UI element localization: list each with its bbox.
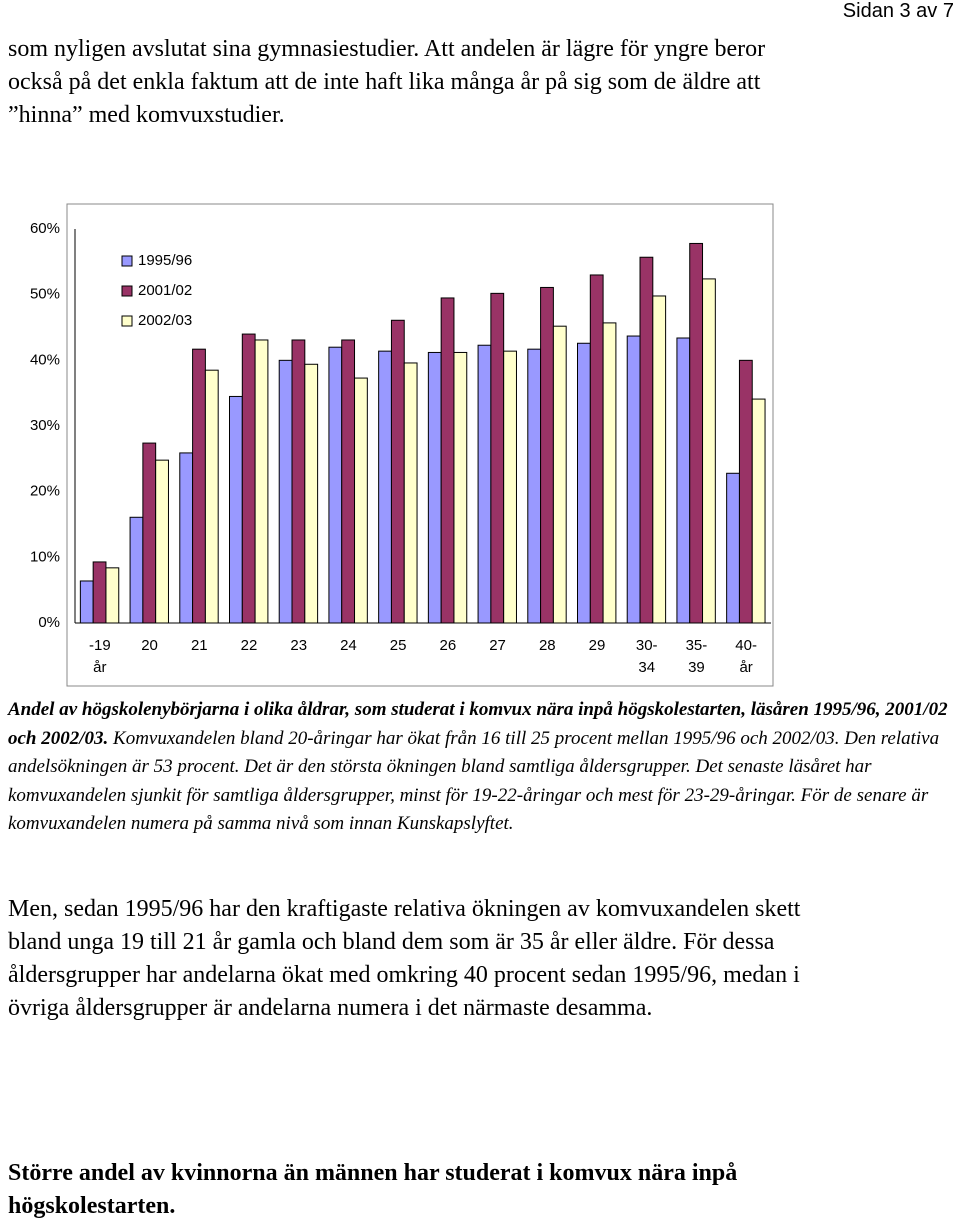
caption: Andel av högskolenybörjarna i olika åldr…	[8, 696, 953, 839]
intro-line: ”hinna” med komvuxstudier.	[8, 102, 285, 128]
bar	[304, 363, 319, 624]
y-tick-label: 30%	[30, 417, 60, 434]
y-tick-label: 50%	[30, 286, 60, 303]
bar	[738, 359, 753, 624]
bar	[204, 369, 219, 624]
x-tick-label: 20	[141, 637, 158, 654]
x-tick-label: 27	[489, 637, 506, 654]
x-tick-label: 35-	[686, 637, 708, 654]
bar	[453, 351, 468, 624]
bar	[602, 322, 617, 624]
x-tick-label: -19	[89, 637, 111, 654]
x-tick-label: 40-	[735, 637, 757, 654]
legend-swatch	[121, 285, 133, 297]
bar	[552, 325, 567, 624]
chart-frame	[66, 203, 774, 687]
bar	[390, 319, 405, 624]
bar	[440, 297, 455, 624]
heading-line: Större andel av kvinnorna än männen har …	[8, 1160, 738, 1186]
body-line: Men, sedan 1995/96 har den kraftigaste r…	[8, 896, 801, 922]
bar	[577, 342, 591, 624]
caption-bold: Andel av högskolenybörjarna i olika åldr…	[8, 699, 948, 749]
bar	[726, 472, 740, 624]
y-tick-label: 20%	[30, 483, 60, 500]
x-tick-label: 21	[191, 637, 208, 654]
body-line: övriga åldersgrupper är andelarna numera…	[8, 995, 653, 1021]
bar	[676, 337, 691, 624]
y-tick-label: 0%	[38, 614, 60, 631]
bar	[142, 442, 157, 624]
bar	[639, 256, 654, 624]
x-tick-label: 28	[539, 637, 556, 654]
body-line: bland unga 19 till 21 år gamla och bland…	[8, 929, 775, 955]
legend-label: 2002/03	[138, 312, 192, 329]
bar	[229, 395, 243, 624]
x-tick-label: 22	[241, 637, 258, 654]
y-tick-label: 10%	[30, 548, 60, 565]
x-tick-label: 30-	[636, 637, 658, 654]
bar	[328, 346, 343, 624]
x-tick-label: år	[93, 659, 106, 676]
bar	[254, 339, 269, 624]
bar	[589, 274, 604, 624]
x-tick-label: 39	[688, 659, 705, 676]
bar	[527, 348, 542, 624]
x-tick-label: 23	[290, 637, 307, 654]
bar	[702, 278, 716, 624]
page-number: Sidan 3 av 7	[842, 0, 954, 22]
bar	[689, 242, 704, 624]
bar	[477, 344, 492, 624]
y-tick-label: 40%	[30, 351, 60, 368]
bar	[192, 348, 206, 624]
bar	[626, 335, 641, 624]
x-tick-label: 26	[440, 637, 457, 654]
bar	[540, 286, 554, 624]
heading-line: högskolestarten.	[8, 1193, 176, 1219]
bar	[79, 580, 94, 624]
bar	[378, 350, 392, 624]
body-line: åldersgrupper har andelarna ökat med omk…	[8, 962, 800, 988]
bar	[105, 567, 120, 624]
bar	[403, 362, 418, 624]
bar	[278, 359, 293, 624]
legend-label: 2001/02	[138, 282, 192, 299]
y-tick-label: 60%	[30, 220, 60, 237]
bar	[241, 333, 256, 624]
bar	[751, 398, 766, 624]
bar	[503, 350, 517, 624]
x-tick-label: 29	[589, 637, 606, 654]
bar	[652, 295, 667, 624]
bar	[92, 561, 107, 624]
bar	[155, 459, 169, 624]
legend-label: 1995/96	[138, 252, 192, 269]
x-tick-label: år	[739, 659, 752, 676]
x-tick-label: 34	[638, 659, 655, 676]
x-tick-label: 24	[340, 637, 357, 654]
x-tick-label: 25	[390, 637, 407, 654]
bar	[341, 339, 356, 624]
bar	[129, 516, 144, 624]
bar	[179, 452, 194, 624]
intro-line: också på det enkla faktum att de inte ha…	[8, 69, 761, 95]
caption-text: Komvuxandelen bland 20-åringar har ökat …	[8, 727, 940, 835]
bar	[490, 292, 505, 624]
legend-swatch	[121, 255, 133, 267]
intro-line: som nyligen avslutat sina gymnasiestudie…	[8, 36, 766, 62]
chart: 0% 10% 20% 30% 40% 50% 60% -19 år 20 21 22 23 24 25 26 2…	[30, 203, 774, 687]
bar	[291, 339, 306, 624]
bar	[427, 351, 442, 624]
legend-swatch	[121, 315, 133, 327]
bar	[354, 377, 368, 624]
